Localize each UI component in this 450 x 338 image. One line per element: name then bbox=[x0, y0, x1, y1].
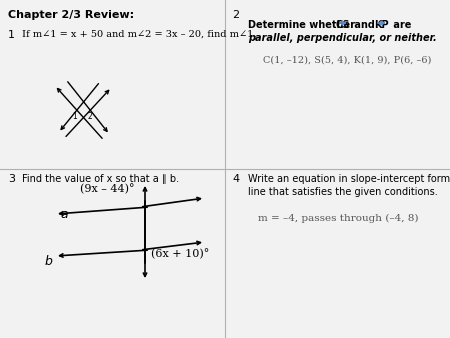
Text: Write an equation in slope-intercept form for the: Write an equation in slope-intercept for… bbox=[248, 174, 450, 184]
Text: b: b bbox=[45, 255, 53, 268]
Text: are: are bbox=[390, 20, 411, 30]
Text: CS: CS bbox=[336, 20, 351, 30]
Text: 3: 3 bbox=[8, 174, 15, 184]
Text: 1: 1 bbox=[8, 30, 15, 40]
Text: If m∠1 = x + 50 and m∠2 = 3x – 20, find m∠1.: If m∠1 = x + 50 and m∠2 = 3x – 20, find … bbox=[22, 30, 256, 39]
Text: 4: 4 bbox=[232, 174, 239, 184]
Text: 1: 1 bbox=[72, 112, 77, 121]
Text: KP: KP bbox=[374, 20, 389, 30]
Text: line that satisfies the given conditions.: line that satisfies the given conditions… bbox=[248, 187, 438, 197]
Text: parallel, perpendicular, or neither.: parallel, perpendicular, or neither. bbox=[248, 33, 437, 43]
Text: Find the value of x so that a ∥ b.: Find the value of x so that a ∥ b. bbox=[22, 174, 179, 184]
Text: m = –4, passes through (–4, 8): m = –4, passes through (–4, 8) bbox=[258, 214, 418, 223]
Text: (6x + 10)°: (6x + 10)° bbox=[151, 249, 209, 260]
Text: a: a bbox=[60, 208, 68, 221]
Text: Chapter 2/3 Review:: Chapter 2/3 Review: bbox=[8, 10, 134, 20]
Text: Determine whether: Determine whether bbox=[248, 20, 358, 30]
Text: and: and bbox=[351, 20, 378, 30]
Text: 2: 2 bbox=[232, 10, 239, 20]
Text: (9x – 44)°: (9x – 44)° bbox=[81, 184, 135, 194]
Text: 2: 2 bbox=[87, 112, 92, 121]
Text: C(1, –12), S(5, 4), K(1, 9), P(6, –6): C(1, –12), S(5, 4), K(1, 9), P(6, –6) bbox=[263, 56, 432, 65]
